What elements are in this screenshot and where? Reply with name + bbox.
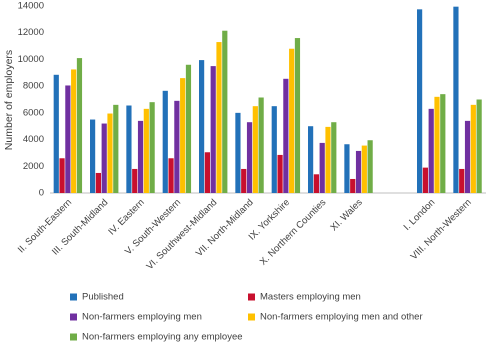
legend-swatch	[248, 313, 255, 321]
y-tick-label: 6000	[23, 107, 44, 118]
y-tick-label: 14000	[18, 1, 44, 12]
bar	[283, 78, 289, 193]
bar	[440, 94, 446, 193]
bar	[143, 108, 149, 193]
bar	[199, 60, 205, 193]
bar	[101, 123, 107, 193]
bar	[137, 120, 144, 193]
bar	[113, 104, 119, 193]
legend-swatch	[248, 293, 255, 301]
legend-swatch	[70, 313, 77, 321]
x-tick-label: XI. Wales	[328, 197, 364, 233]
bar	[126, 105, 132, 193]
bar	[162, 90, 168, 193]
legend-label: Published	[82, 292, 124, 303]
bar	[319, 142, 325, 193]
bar	[464, 120, 471, 193]
bar	[168, 158, 174, 193]
bar	[453, 6, 459, 193]
bar	[355, 150, 362, 193]
bar	[308, 126, 314, 193]
bar	[313, 174, 319, 193]
bar	[417, 9, 423, 194]
legend-label: Masters employing men	[260, 292, 361, 303]
y-tick-label: 4000	[23, 134, 44, 145]
y-tick-label: 8000	[23, 81, 44, 92]
bar	[258, 97, 264, 193]
bar	[59, 158, 65, 193]
bar	[271, 106, 277, 193]
bar	[95, 172, 101, 193]
legend-label: Non-farmers employing men	[82, 312, 202, 323]
legend-swatch	[70, 293, 77, 301]
bar	[361, 145, 367, 193]
bar	[367, 140, 373, 193]
bar	[235, 112, 241, 193]
bar	[222, 30, 228, 194]
legend-label: Non-farmers employing any employee	[82, 332, 243, 343]
y-tick-label: 10000	[18, 54, 44, 65]
bar	[174, 100, 180, 193]
y-tick-label: 2000	[23, 161, 44, 172]
bar	[331, 122, 337, 193]
bar	[277, 154, 283, 193]
legend-swatch	[70, 333, 77, 341]
bar	[210, 66, 216, 193]
bar	[470, 104, 476, 193]
bar	[65, 85, 71, 193]
bar	[252, 106, 258, 193]
bar	[90, 119, 96, 193]
bar	[325, 126, 331, 193]
bar	[350, 178, 356, 193]
y-axis-title: Number of employers	[3, 50, 15, 150]
bar	[185, 64, 192, 194]
y-tick-label: 0	[39, 188, 44, 199]
bar	[459, 168, 465, 193]
bar	[53, 74, 59, 193]
bar	[149, 102, 155, 193]
bar	[71, 69, 77, 193]
x-tick-label: X. Northern Counties	[258, 197, 329, 268]
bar	[107, 113, 113, 193]
bar	[476, 99, 482, 193]
bar	[76, 58, 83, 193]
bar	[422, 167, 428, 193]
y-tick-label: 12000	[18, 27, 44, 38]
bar	[289, 48, 295, 193]
legend-label: Non-farmers employing men and other	[260, 312, 423, 323]
bar	[241, 168, 247, 193]
bar	[132, 168, 138, 193]
bar	[434, 96, 440, 193]
x-tick-label: I. London	[402, 197, 438, 233]
x-tick-label: VI. Southwest-Midland	[144, 197, 219, 272]
bar	[204, 152, 210, 193]
bar	[294, 38, 301, 193]
bar	[246, 122, 253, 193]
bar	[428, 108, 434, 193]
x-tick-label: VIII. North-Western	[409, 197, 474, 262]
bar	[344, 144, 350, 193]
bar	[180, 78, 186, 193]
bar	[216, 42, 222, 193]
